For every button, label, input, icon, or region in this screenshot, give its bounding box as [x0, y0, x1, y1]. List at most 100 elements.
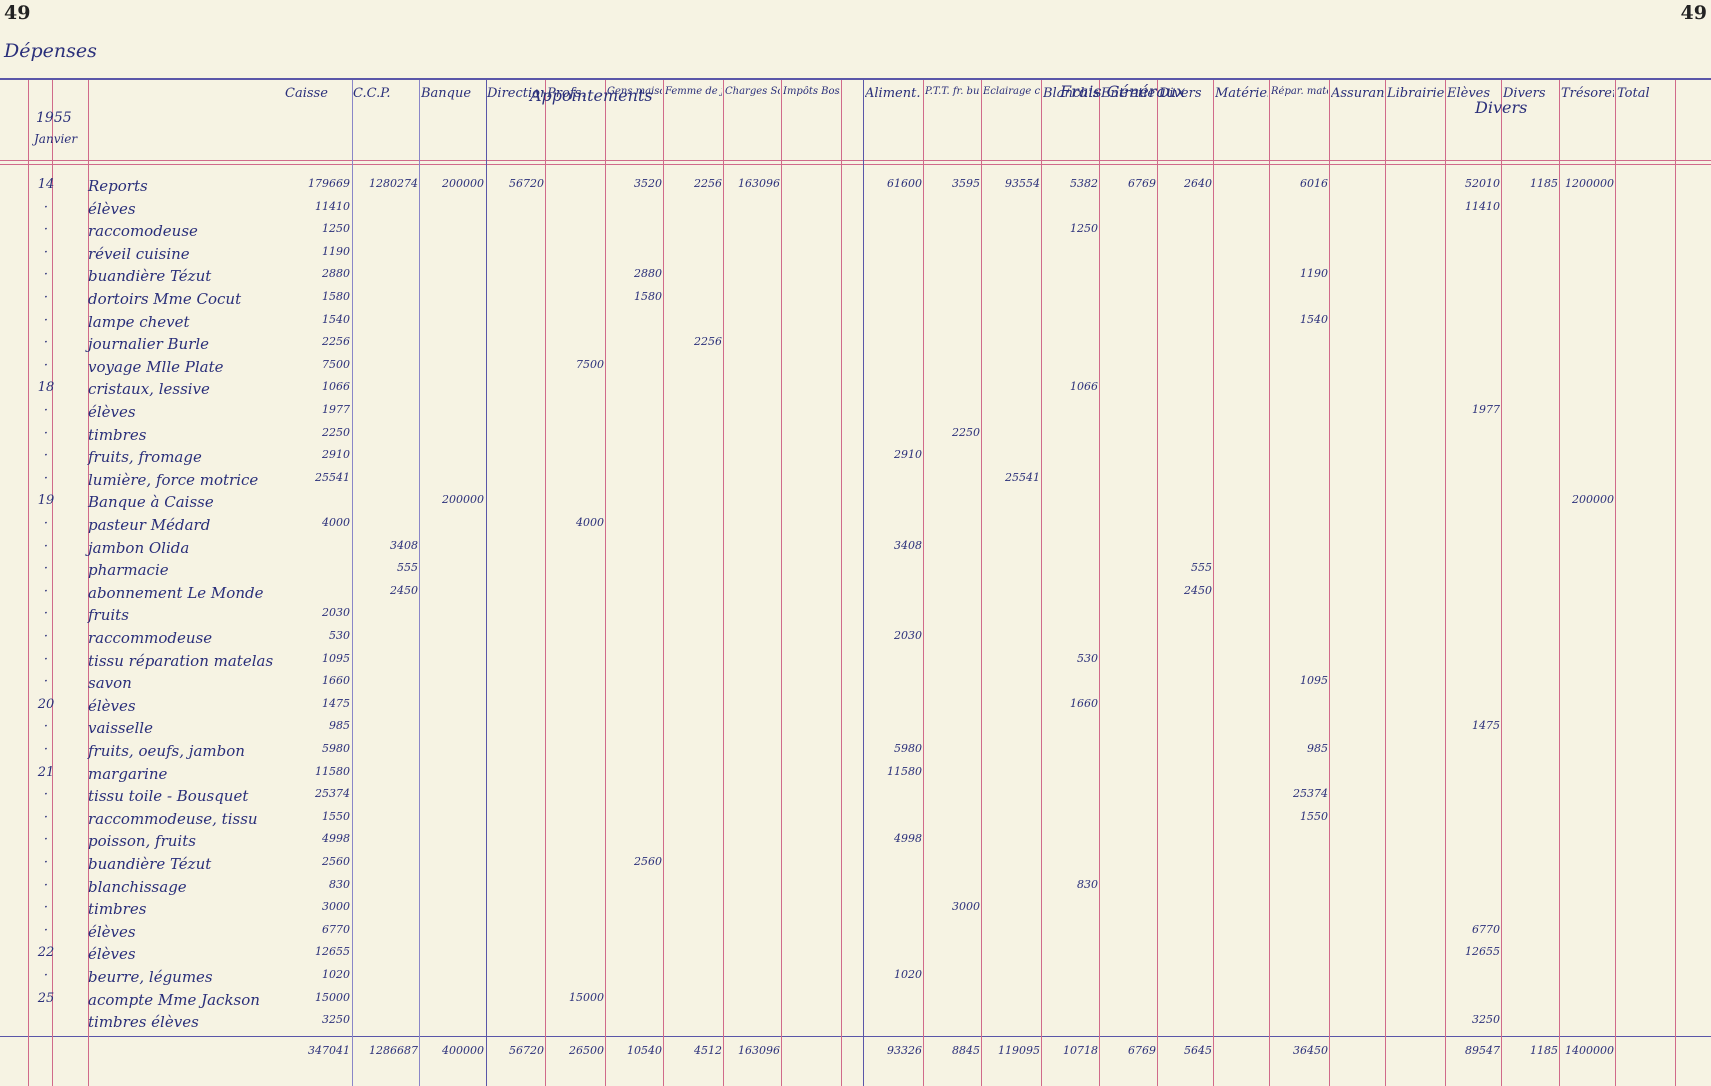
row-amount-charges-sociales: 163096: [738, 177, 780, 190]
row-amount-divers-fg: 2640: [1184, 177, 1212, 190]
row-amount-caisse: 1020: [322, 968, 350, 981]
row-description: fruits: [88, 606, 129, 625]
year-header: 1955: [36, 110, 72, 126]
ledger-row: · buandière Tézut 2560 2560: [0, 855, 1711, 877]
ledger-row: · pasteur Médard 4000 4000: [0, 516, 1711, 538]
col-header-divers2: Divers: [1503, 86, 1546, 101]
rule-line: [0, 1036, 1711, 1037]
col-header-aliment: Aliment.: [865, 86, 921, 101]
row-amount-repar-materiel: 1550: [1300, 809, 1328, 823]
ledger-row: · raccommodeuse 530 2030: [0, 629, 1711, 651]
row-day: ·: [43, 199, 49, 215]
column-rule: [1099, 80, 1100, 1086]
row-day: ·: [43, 855, 49, 870]
row-day: ·: [43, 538, 49, 554]
row-day: ·: [43, 651, 49, 667]
row-amount-eleves: 1475: [1472, 719, 1500, 733]
column-rule: [1501, 80, 1502, 1086]
total-aliment: 93326: [887, 1044, 922, 1057]
row-description: élèves: [88, 403, 136, 421]
ledger-row: 20 élèves 1475 1660: [0, 697, 1711, 719]
totals-row: 347041 1286687 400000 56720 26500 10540 4512 16…: [0, 1044, 1711, 1066]
row-amount-repar-materiel: 985: [1307, 742, 1328, 755]
row-day: ·: [43, 222, 49, 238]
row-day: ·: [43, 267, 49, 283]
page-number-right: 49: [1680, 2, 1707, 24]
row-amount-femme-journee: 2256: [694, 335, 722, 349]
row-description: élèves: [88, 696, 136, 715]
row-day: ·: [43, 516, 49, 531]
column-rule: [1559, 80, 1560, 1086]
row-amount-repar-materiel: 1095: [1300, 674, 1328, 688]
ledger-row: · abonnement Le Monde 2450 2450: [0, 584, 1711, 606]
row-amount-aliment: 5980: [894, 742, 922, 755]
row-amount-eleves: 1977: [1472, 403, 1500, 416]
ledger-row: · dortoirs Mme Cocut 1580 1580: [0, 290, 1711, 312]
total-entretien: 6769: [1128, 1044, 1156, 1057]
column-rule: [352, 80, 353, 1086]
row-day: 25: [37, 990, 55, 1006]
row-amount-divers-fg: 555: [1191, 561, 1212, 575]
row-amount-eleves: 3250: [1472, 1013, 1500, 1027]
row-day: ·: [43, 335, 49, 351]
row-description: dortoirs Mme Cocut: [88, 290, 242, 308]
row-day: ·: [43, 448, 49, 464]
row-description: timbres: [88, 425, 147, 444]
row-amount-caisse: 15000: [315, 990, 350, 1004]
row-amount-banque: 200000: [442, 177, 484, 190]
row-amount-caisse: 7500: [322, 357, 350, 371]
column-rule: [1615, 80, 1616, 1086]
row-amount-caisse: 1977: [322, 403, 350, 416]
col-header-librairie: Librairie: [1387, 86, 1444, 101]
ledger-row: 14 Reports 179669 1280274 200000 56720 3520 225…: [0, 177, 1711, 199]
column-rule: [419, 80, 420, 1086]
row-amount-aliment: 4998: [894, 832, 922, 846]
rule-line: [0, 78, 1711, 80]
row-amount-ptt: 3000: [952, 900, 980, 914]
column-rule: [1157, 80, 1158, 1086]
row-description: timbres: [88, 900, 147, 919]
row-amount-ptt: 3595: [952, 177, 980, 190]
row-day: ·: [43, 312, 49, 328]
row-description: réveil cuisine: [88, 244, 190, 263]
row-day: ·: [43, 357, 49, 373]
col-header-gens-maison: Gens maison: [607, 86, 662, 97]
col-header-caisse: Caisse: [285, 86, 328, 101]
column-rule: [723, 80, 724, 1086]
row-description: pasteur Médard: [88, 516, 211, 534]
row-day: ·: [43, 583, 49, 599]
row-day: ·: [43, 809, 49, 825]
ledger-row: · voyage Mlle Plate 7500 7500: [0, 358, 1711, 380]
row-description: beurre, légumes: [88, 968, 213, 986]
row-description: journalier Burle: [88, 335, 210, 354]
row-description: raccommodeuse, tissu: [88, 809, 258, 828]
total-repar-materiel: 36450: [1293, 1044, 1328, 1057]
col-header-charges-sociales: Charges Sociales: [725, 86, 780, 97]
row-description: fruits, fromage: [88, 448, 202, 467]
row-day: ·: [43, 832, 49, 848]
row-amount-blanchiss: 830: [1077, 877, 1098, 891]
column-rule: [486, 80, 487, 1086]
ledger-row: 21 margarine 11580 11580: [0, 765, 1711, 787]
row-day: 21: [37, 764, 55, 780]
row-day: ·: [43, 922, 49, 938]
row-amount-blanchiss: 530: [1077, 651, 1098, 665]
total-gens-maison: 10540: [627, 1044, 662, 1057]
row-amount-caisse: 3250: [322, 1013, 350, 1027]
row-amount-aliment: 1020: [894, 968, 922, 981]
ledger-row: · blanchissage 830 830: [0, 878, 1711, 900]
total-eclairage: 119095: [998, 1044, 1040, 1057]
row-amount-caisse: 1190: [322, 244, 350, 258]
row-amount-ccp: 2450: [390, 583, 418, 597]
ledger-row: · fruits, fromage 2910 2910: [0, 448, 1711, 470]
row-day: ·: [43, 719, 49, 735]
row-amount-caisse: 12655: [315, 945, 350, 959]
row-amount-caisse: 1580: [322, 290, 350, 303]
total-ccp: 1286687: [369, 1044, 418, 1057]
ledger-row: timbres élèves 3250 3250: [0, 1013, 1711, 1035]
col-header-profs: Profs.: [547, 86, 586, 101]
row-amount-entretien: 6769: [1128, 177, 1156, 190]
row-amount-eclairage: 93554: [1005, 177, 1040, 190]
row-amount-aliment: 11580: [887, 764, 922, 778]
ledger-row: · timbres 2250 2250: [0, 426, 1711, 448]
